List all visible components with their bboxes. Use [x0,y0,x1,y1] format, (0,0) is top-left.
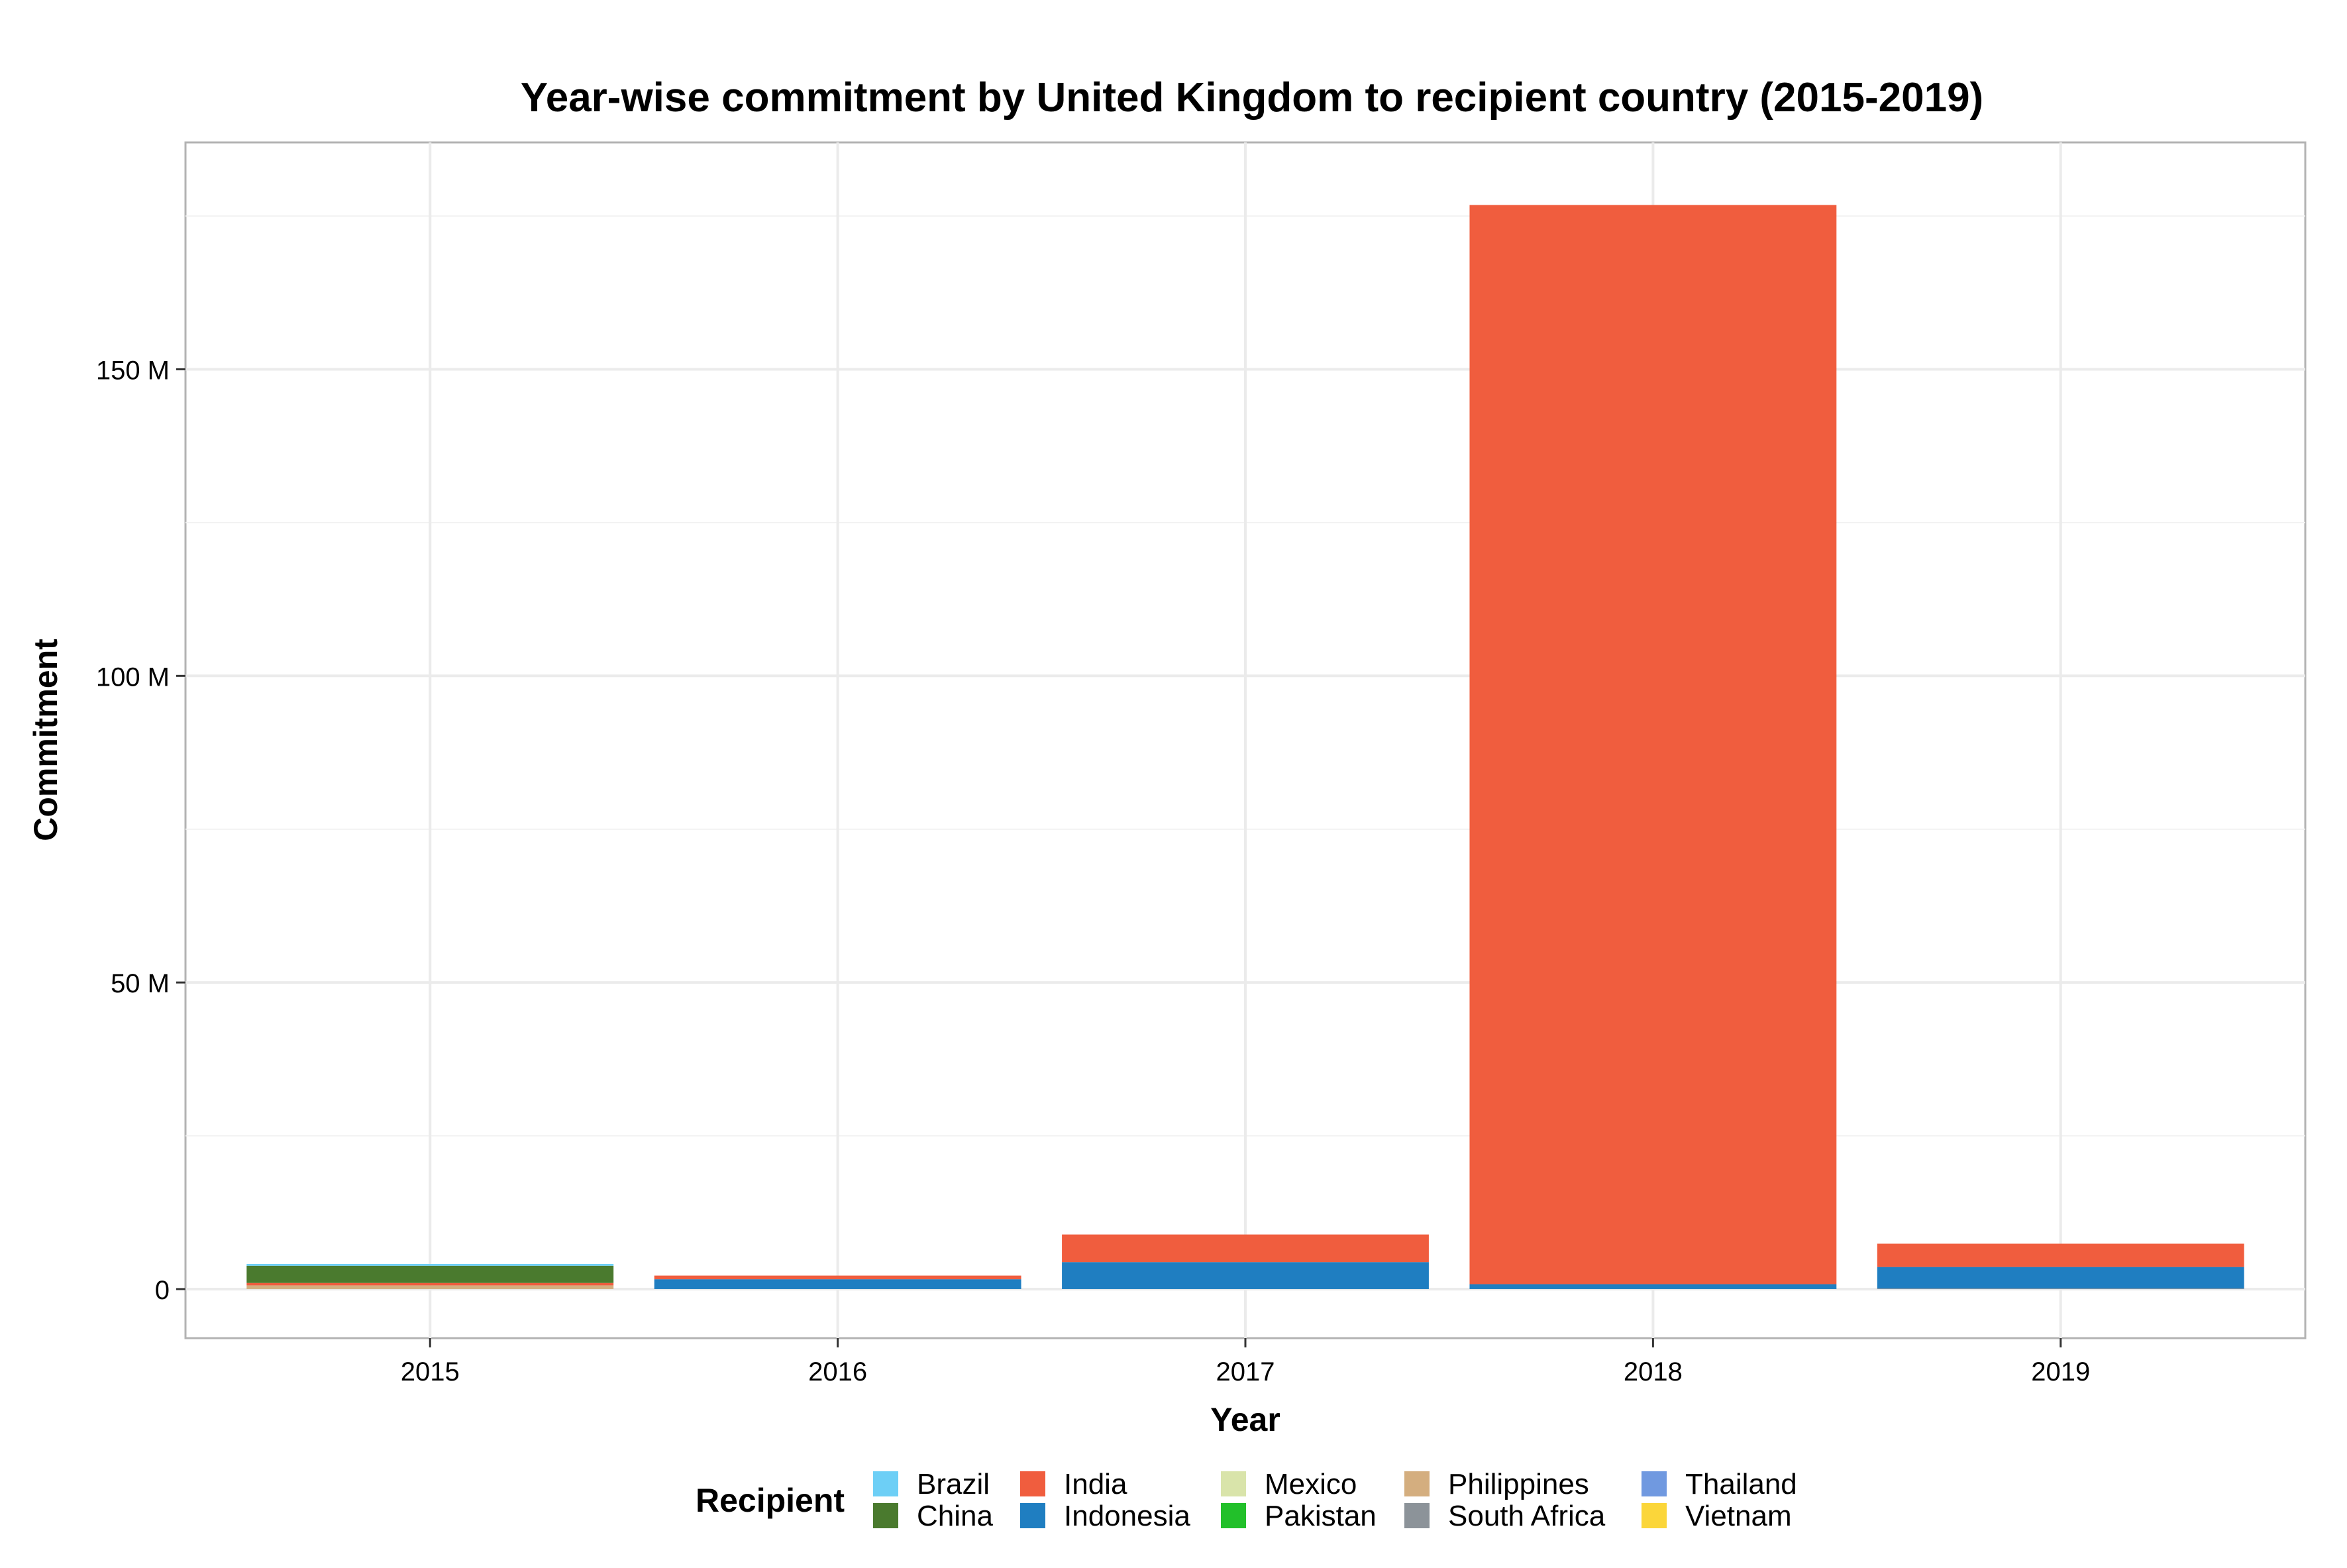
bar-india-2016 [654,1275,1021,1280]
y-axis-title: Commitment [27,639,64,841]
legend-item-south-africa: South Africa [1404,1500,1606,1532]
legend-label: Mexico [1265,1468,1357,1500]
x-tick-label: 2018 [1624,1357,1683,1386]
legend-item-thailand: Thailand [1642,1468,1797,1500]
bar-philippines-2015 [246,1285,614,1289]
legend-swatch [1642,1471,1667,1496]
legend-swatch [1404,1503,1430,1528]
legend-swatch [1221,1503,1246,1528]
x-tick-label: 2017 [1216,1357,1275,1386]
x-tick-label: 2015 [401,1357,460,1386]
grid-lines [185,142,2305,1338]
x-tick-label: 2019 [2031,1357,2090,1386]
legend-label: Thailand [1685,1468,1797,1500]
plot-area [184,141,2307,1339]
legend-swatch [873,1503,898,1528]
legend-label: China [917,1500,993,1532]
legend-label: Vietnam [1685,1500,1792,1532]
bars [246,205,2244,1290]
legend-item-vietnam: Vietnam [1642,1500,1792,1532]
legend-swatch [1642,1503,1667,1528]
legend-label: India [1064,1468,1127,1500]
legend-swatch [1404,1471,1430,1496]
legend-swatch [873,1471,898,1496]
y-tick-label: 50 M [111,969,170,998]
y-tick-label: 150 M [96,356,170,385]
bar-india-2017 [1062,1234,1429,1263]
legend-swatch [1020,1503,1045,1528]
legend-title: Recipient [696,1482,845,1519]
legend-item-philippines: Philippines [1404,1468,1589,1500]
bar-indonesia-2016 [654,1279,1021,1289]
bar-indonesia-2017 [1062,1262,1429,1289]
legend-label: South Africa [1448,1500,1606,1532]
legend-item-pakistan: Pakistan [1221,1500,1377,1532]
legend-item-india: India [1020,1468,1127,1500]
bar-india-2018 [1469,205,1837,1284]
legend-label: Indonesia [1064,1500,1190,1532]
x-tick-label: 2016 [808,1357,867,1386]
bar-india-2015 [246,1282,614,1286]
bar-indonesia-2019 [1877,1267,2244,1289]
legend-item-mexico: Mexico [1221,1468,1357,1500]
legend-item-brazil: Brazil [873,1468,990,1500]
y-tick-label: 0 [155,1276,170,1305]
y-tick-label: 100 M [96,662,170,692]
legend-label: Brazil [917,1468,990,1500]
legend-swatch [1221,1471,1246,1496]
legend-swatch [1020,1471,1045,1496]
y-axis: 0 50 M 100 M 150 M [96,356,185,1305]
bar-india-2019 [1877,1243,2244,1267]
legend-label: Philippines [1448,1468,1589,1500]
bar-china-2015 [246,1265,614,1283]
bar-brazil-2015 [246,1263,614,1266]
chart-title: Year-wise commitment by United Kingdom t… [521,75,1983,121]
legend-item-china: China [873,1500,993,1532]
x-axis-title: Year [1210,1401,1280,1438]
legend-label: Pakistan [1265,1500,1377,1532]
x-axis: 2015 2016 2017 2018 2019 [401,1338,2090,1386]
legend-item-indonesia: Indonesia [1020,1500,1190,1532]
bar-indonesia-2018 [1469,1284,1837,1289]
bar-south-africa-2019 [1877,1288,2244,1290]
